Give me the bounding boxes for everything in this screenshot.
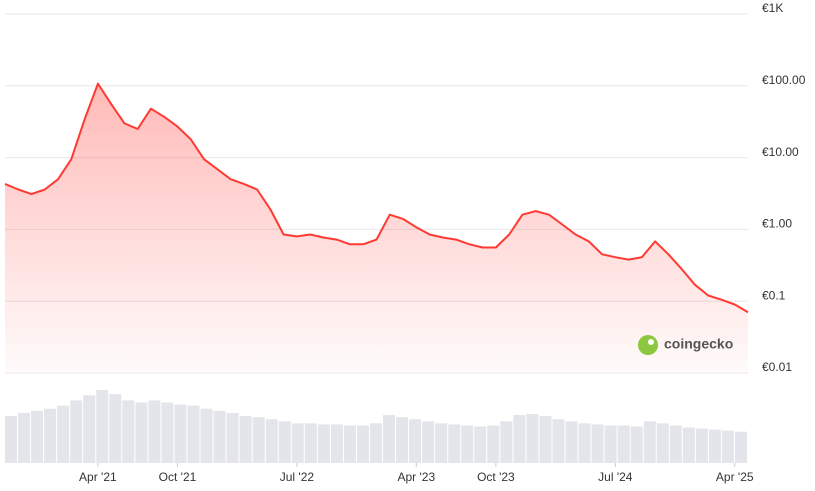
watermark: coingecko xyxy=(638,335,733,355)
volume-bar xyxy=(409,419,422,463)
logo xyxy=(638,335,658,355)
x-tick-label: Oct '23 xyxy=(477,470,515,484)
volume-bar xyxy=(31,410,44,463)
volume-bar xyxy=(734,431,747,463)
volume-bar xyxy=(474,426,487,463)
volume-bar xyxy=(161,402,174,463)
volume-bar xyxy=(44,408,57,463)
volume-bar xyxy=(617,425,630,463)
x-tick-label: Oct '21 xyxy=(159,470,197,484)
volume-bar xyxy=(226,412,239,463)
volume-bar xyxy=(96,390,109,463)
price-line xyxy=(4,82,749,314)
volume-bar xyxy=(461,425,474,463)
volume-bar xyxy=(122,400,135,463)
volume-bar xyxy=(708,429,721,463)
y-tick-label: €0.1 xyxy=(762,288,786,302)
volume-bar xyxy=(252,417,265,463)
volume-bar xyxy=(422,421,435,463)
volume-bar xyxy=(643,421,656,463)
volume-bar xyxy=(669,425,682,463)
area xyxy=(5,83,748,373)
volume-bar xyxy=(291,423,304,463)
volume-bar xyxy=(57,405,70,463)
volume-bar xyxy=(148,400,161,463)
volume-bar xyxy=(526,413,539,463)
volume-bar xyxy=(304,423,317,463)
volume-bar xyxy=(70,400,83,463)
volume-bar xyxy=(5,416,18,463)
x-tick-label: Jul '22 xyxy=(280,470,315,484)
volume-bar xyxy=(239,416,252,463)
volume-bar xyxy=(682,427,695,463)
y-tick-label: €10.00 xyxy=(762,145,799,159)
volume-bar xyxy=(539,416,552,463)
volume-bar xyxy=(383,415,396,463)
volume-bar xyxy=(18,412,31,463)
volume-bar xyxy=(200,408,213,463)
volume-bar xyxy=(656,423,669,463)
volume-bar xyxy=(187,405,200,463)
volume-bar xyxy=(109,394,122,463)
volume-bar xyxy=(604,425,617,463)
x-tick-label: Jul '24 xyxy=(598,470,633,484)
volume-bar xyxy=(135,402,148,463)
volume-bar xyxy=(513,415,526,463)
volume-bar xyxy=(552,419,565,463)
y-tick-label: €100.00 xyxy=(762,73,806,87)
volume-bar xyxy=(487,425,500,463)
volume-bar xyxy=(630,426,643,463)
y-tick-label: €0.01 xyxy=(762,360,792,374)
y-tick-label: €1K xyxy=(762,1,783,15)
volume-bar xyxy=(695,428,708,463)
volume-bar xyxy=(500,421,513,463)
volume-bar xyxy=(435,423,448,463)
volume-bar xyxy=(83,395,96,463)
x-tick-label: Apr '25 xyxy=(716,470,754,484)
y-tick-label: €1.00 xyxy=(762,217,792,231)
x-tick-label: Apr '21 xyxy=(79,470,117,484)
volume-bar xyxy=(591,424,604,463)
volume-bar xyxy=(578,423,591,463)
volume-bar xyxy=(356,425,369,463)
volume-bar xyxy=(396,417,409,463)
volume-bar xyxy=(721,430,734,463)
volume-bar xyxy=(213,410,226,463)
volume-bar xyxy=(330,424,343,463)
volume-bar xyxy=(343,425,356,463)
volume-bar xyxy=(174,404,187,463)
volume-bar xyxy=(317,424,330,463)
volume-bar xyxy=(265,419,278,463)
logo-eye xyxy=(648,339,654,345)
volume-bar xyxy=(369,423,383,463)
watermark-text: coingecko xyxy=(664,336,733,352)
x-tick-label: Apr '23 xyxy=(397,470,435,484)
volume-bar xyxy=(278,421,291,463)
volume-bar xyxy=(448,424,461,463)
volume-bar xyxy=(565,421,578,463)
